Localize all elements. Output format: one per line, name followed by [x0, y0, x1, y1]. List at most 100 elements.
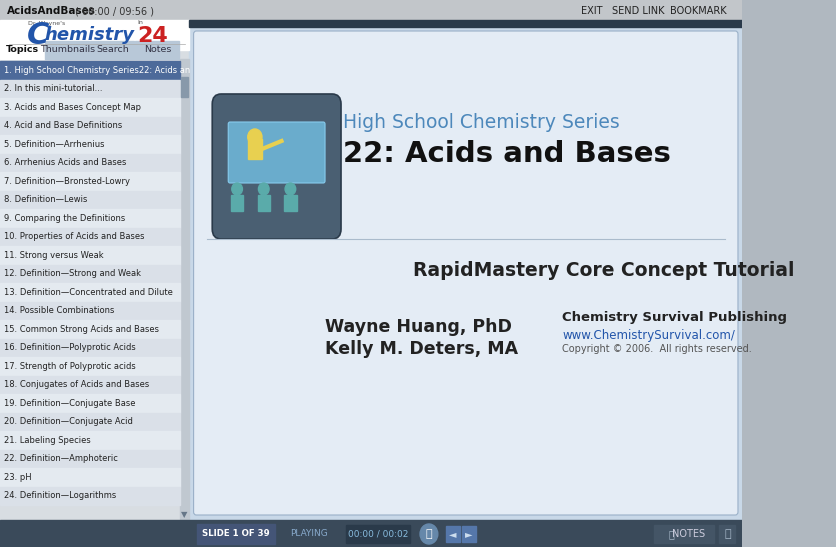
Text: Chemistry Survival Publishing: Chemistry Survival Publishing: [562, 311, 788, 323]
Bar: [0, 283, 181, 301]
Bar: [461, 526, 476, 542]
Bar: [0, 412, 181, 431]
Text: 20. Definition—Conjugate Acid: 20. Definition—Conjugate Acid: [3, 417, 132, 426]
Bar: [0, 375, 181, 394]
Text: 📋: 📋: [669, 529, 675, 539]
Bar: [45, 41, 89, 59]
Bar: [181, 59, 189, 519]
Bar: [257, 195, 270, 211]
Text: 21. Labeling Species: 21. Labeling Species: [3, 436, 90, 445]
Bar: [346, 525, 410, 543]
Text: 11. Strong versus Weak: 11. Strong versus Weak: [3, 251, 103, 260]
Circle shape: [232, 183, 242, 195]
Text: 15. Common Strong Acids and Bases: 15. Common Strong Acids and Bases: [3, 325, 159, 334]
Bar: [0, 209, 181, 228]
Bar: [0, 339, 181, 357]
FancyBboxPatch shape: [194, 31, 738, 515]
Text: 12. Definition—Strong and Weak: 12. Definition—Strong and Weak: [3, 269, 140, 278]
Bar: [189, 20, 742, 27]
Text: ⏸: ⏸: [426, 529, 432, 539]
Bar: [0, 20, 189, 519]
Bar: [0, 190, 181, 209]
Text: 7. Definition—Bronsted-Lowry: 7. Definition—Bronsted-Lowry: [3, 177, 130, 186]
Bar: [0, 0, 742, 20]
Text: Thumbnails: Thumbnails: [40, 45, 95, 55]
Bar: [231, 195, 243, 211]
Bar: [719, 525, 736, 543]
Bar: [0, 228, 181, 246]
Text: ⛶: ⛶: [724, 529, 731, 539]
Text: Notes: Notes: [144, 45, 171, 55]
Text: EXIT: EXIT: [580, 6, 602, 16]
Bar: [0, 431, 181, 450]
Text: 13. Definition—Concentrated and Dilute: 13. Definition—Concentrated and Dilute: [3, 288, 172, 297]
Bar: [0, 79, 181, 98]
Text: 23. pH: 23. pH: [3, 473, 31, 482]
Text: 16. Definition—Polyprotic Acids: 16. Definition—Polyprotic Acids: [3, 344, 135, 352]
Bar: [0, 172, 181, 190]
Text: High School Chemistry Series: High School Chemistry Series: [343, 113, 619, 131]
Text: NOTES: NOTES: [671, 529, 705, 539]
Bar: [181, 77, 188, 97]
Text: 3. Acids and Bases Concept Map: 3. Acids and Bases Concept Map: [3, 103, 140, 112]
Bar: [189, 20, 742, 519]
FancyBboxPatch shape: [228, 122, 325, 183]
Bar: [0, 450, 181, 468]
Text: 1. High School Chemistry Series22: Acids an: 1. High School Chemistry Series22: Acids…: [3, 66, 190, 75]
Text: Kelly M. Deters, MA: Kelly M. Deters, MA: [325, 340, 518, 358]
Text: 4. Acid and Base Definitions: 4. Acid and Base Definitions: [3, 121, 122, 130]
Text: 22. Definition—Amphoteric: 22. Definition—Amphoteric: [3, 454, 117, 463]
Bar: [247, 139, 262, 159]
Text: 10. Properties of Acids and Bases: 10. Properties of Acids and Bases: [3, 232, 144, 241]
Text: ►: ►: [465, 529, 472, 539]
Text: SLIDE 1 OF 39: SLIDE 1 OF 39: [202, 529, 270, 538]
Bar: [0, 320, 181, 339]
Circle shape: [420, 524, 438, 544]
Text: 22: Acids and Bases: 22: Acids and Bases: [343, 140, 670, 168]
Bar: [0, 246, 181, 265]
Bar: [284, 195, 297, 211]
Bar: [197, 524, 275, 544]
Text: Wayne Huang, PhD: Wayne Huang, PhD: [325, 318, 512, 336]
Text: 8. Definition—Lewis: 8. Definition—Lewis: [3, 195, 87, 204]
Text: BOOKMARK: BOOKMARK: [670, 6, 726, 16]
Text: 00:00 / 00:02: 00:00 / 00:02: [348, 529, 409, 538]
Text: Search: Search: [96, 45, 129, 55]
Bar: [0, 394, 181, 412]
Circle shape: [285, 183, 296, 195]
Text: 19. Definition—Conjugate Base: 19. Definition—Conjugate Base: [3, 399, 135, 408]
Bar: [0, 61, 181, 79]
Text: 14. Possible Combinations: 14. Possible Combinations: [3, 306, 114, 315]
Bar: [0, 265, 181, 283]
Circle shape: [247, 129, 262, 145]
Text: C: C: [27, 20, 49, 49]
Bar: [654, 525, 714, 543]
FancyBboxPatch shape: [212, 94, 341, 239]
Bar: [0, 468, 181, 486]
Text: ▼: ▼: [181, 510, 188, 520]
Text: 24: 24: [138, 26, 168, 46]
Text: ( 00:00 / 09:56 ): ( 00:00 / 09:56 ): [75, 6, 155, 16]
Text: Topics: Topics: [6, 45, 39, 55]
Text: PLAYING: PLAYING: [290, 529, 328, 538]
Bar: [90, 41, 135, 59]
Text: ◄: ◄: [449, 529, 456, 539]
Text: 2. In this mini-tutorial...: 2. In this mini-tutorial...: [3, 84, 102, 93]
Bar: [0, 135, 181, 154]
Bar: [0, 117, 181, 135]
Circle shape: [258, 183, 269, 195]
Bar: [135, 41, 180, 59]
Text: RapidMastery Core Concept Tutorial: RapidMastery Core Concept Tutorial: [412, 261, 794, 281]
Text: AcidsAndBases: AcidsAndBases: [7, 6, 96, 16]
Bar: [0, 486, 181, 505]
Bar: [0, 98, 181, 117]
Text: 9. Comparing the Definitions: 9. Comparing the Definitions: [3, 214, 125, 223]
Bar: [446, 526, 460, 542]
Text: Dr. Wayne's: Dr. Wayne's: [28, 20, 66, 26]
Bar: [0, 154, 181, 172]
Bar: [0, 301, 181, 320]
Text: 17. Strength of Polyprotic acids: 17. Strength of Polyprotic acids: [3, 362, 135, 371]
Bar: [0, 357, 181, 375]
Text: hemistry: hemistry: [44, 26, 135, 44]
Text: In: In: [138, 20, 144, 26]
